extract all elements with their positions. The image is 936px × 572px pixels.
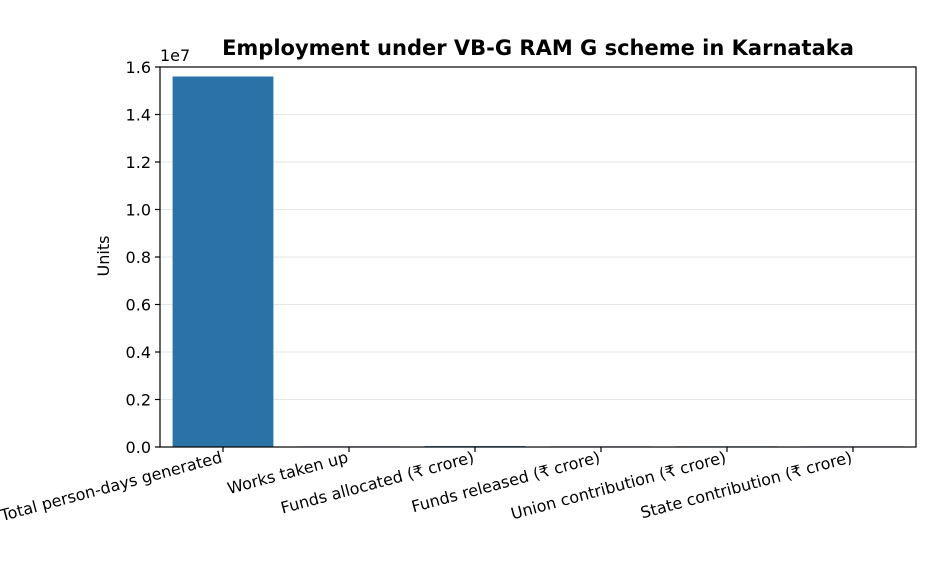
- y-tick-label: 0.4: [126, 343, 151, 362]
- y-tick-label: 0.6: [126, 296, 151, 315]
- chart-title: Employment under VB-G RAM G scheme in Ka…: [222, 36, 854, 60]
- y-tick-label: 0.0: [126, 438, 151, 457]
- y-axis-ticks: 0.0 0.2 0.4 0.6 0.8 1.0 1.2 1.4 1.6: [126, 58, 160, 457]
- y-tick-label: 0.8: [126, 248, 151, 267]
- y-tick-label: 1.6: [126, 58, 151, 77]
- y-tick-label: 0.2: [126, 391, 151, 410]
- y-tick-label: 1.2: [126, 153, 151, 172]
- y-tick-label: 1.4: [126, 106, 151, 125]
- bar: [172, 76, 274, 447]
- bars: [172, 76, 904, 447]
- y-axis-offset-label: 1e7: [160, 46, 190, 65]
- y-axis-label: Units: [94, 236, 113, 277]
- y-tick-label: 1.0: [126, 201, 151, 220]
